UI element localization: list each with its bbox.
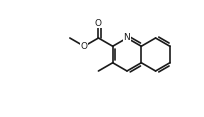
Text: O: O (81, 42, 88, 51)
Text: N: N (124, 33, 130, 42)
Text: O: O (95, 19, 102, 28)
